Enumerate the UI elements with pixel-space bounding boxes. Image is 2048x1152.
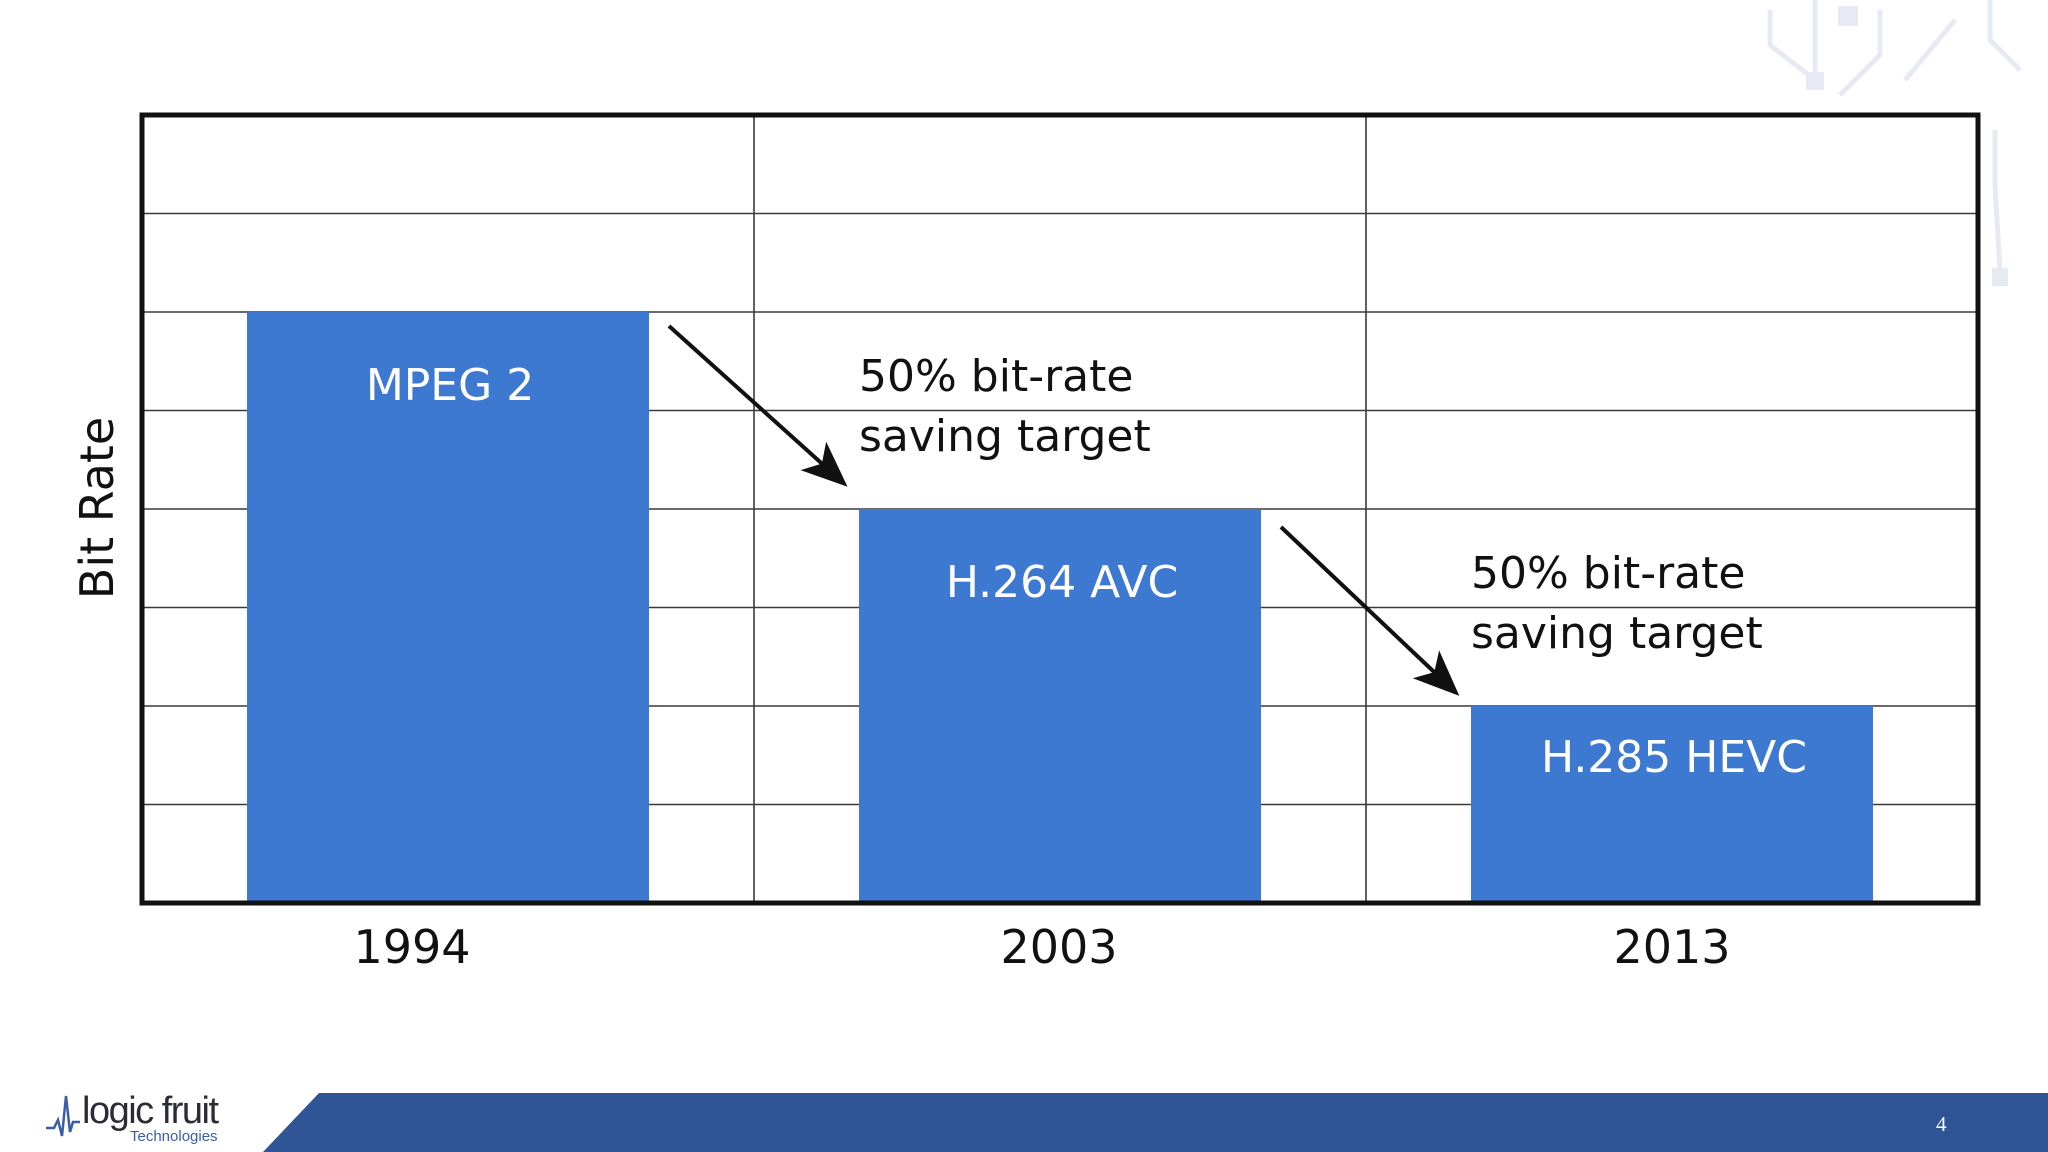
annotation-line1: 50% bit-rate xyxy=(1471,548,1745,599)
bar-1994 xyxy=(247,312,649,903)
plot-border xyxy=(139,112,1981,906)
logo-name: logic fruit xyxy=(82,1090,219,1132)
annotation-line2: saving target xyxy=(1471,608,1763,659)
x-tick-label: 2013 xyxy=(1613,920,1730,974)
saving-arrow xyxy=(667,324,848,487)
bar-2003 xyxy=(859,509,1261,903)
bar-label: H.285 HEVC xyxy=(1541,732,1807,783)
annotation-line2: saving target xyxy=(859,411,1151,462)
logo-subtitle: Technologies xyxy=(130,1128,218,1145)
footer-bar xyxy=(263,1093,2048,1152)
axis-labels: 1994 2003 2013 Bit Rate xyxy=(70,417,1731,974)
company-logo: logic fruit Technologies xyxy=(46,1090,219,1145)
x-tick-label: 2003 xyxy=(1000,920,1117,974)
pulse-icon xyxy=(46,1095,80,1137)
bar-label: H.264 AVC xyxy=(946,557,1178,608)
chart-bars: MPEG 2 H.264 AVC H.285 HEVC xyxy=(247,312,1873,903)
annotation-line1: 50% bit-rate xyxy=(859,351,1133,402)
bar-label: MPEG 2 xyxy=(366,360,534,411)
bar-2013 xyxy=(1471,706,1873,903)
saving-arrow xyxy=(1279,525,1460,696)
x-tick-label: 1994 xyxy=(353,920,470,974)
page-number: 4 xyxy=(1936,1112,1947,1136)
circuit-decoration xyxy=(1767,0,2022,286)
annotations: 50% bit-rate saving target 50% bit-rate sav… xyxy=(667,324,1763,696)
plot-frame xyxy=(139,112,1981,906)
y-axis-label: Bit Rate xyxy=(70,417,124,599)
